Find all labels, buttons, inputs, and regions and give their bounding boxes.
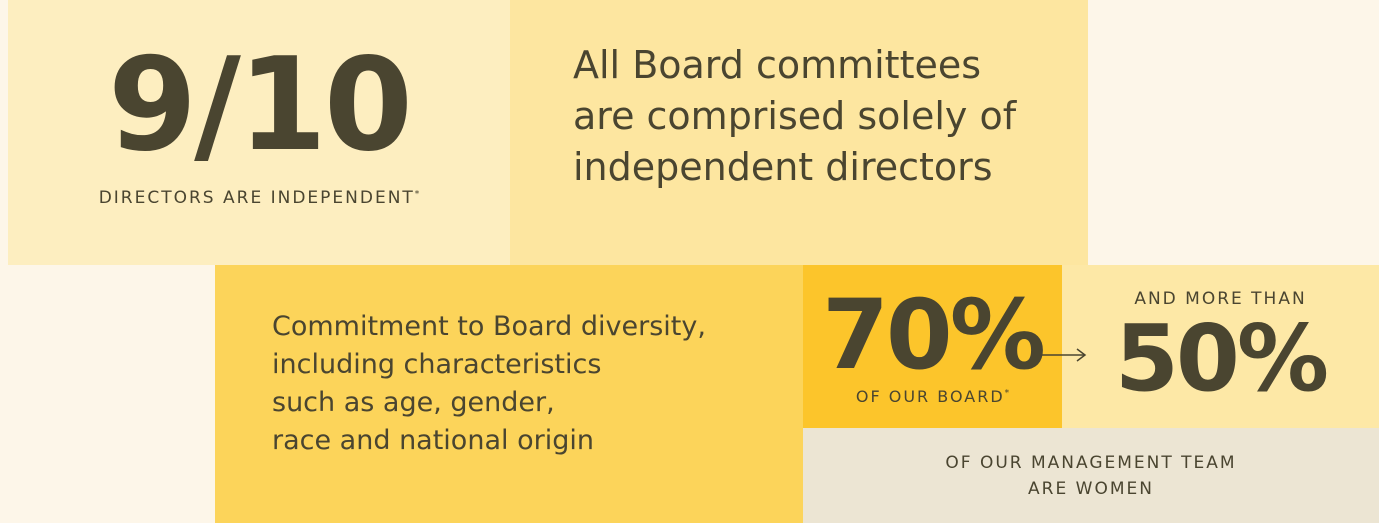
caption-line: OF OUR MANAGEMENT TEAM: [945, 453, 1237, 473]
text-line: including characteristics: [272, 349, 602, 380]
text-line: such as age, gender,: [272, 387, 555, 418]
caption-text: OF OUR BOARD: [855, 387, 1005, 406]
footnote-mark: *: [1004, 388, 1010, 399]
text-line: Commitment to Board diversity,: [272, 311, 706, 342]
diversity-panel: Commitment to Board diversity, including…: [215, 265, 803, 523]
arrow: [1040, 348, 1087, 362]
committees-panel: All Board committees are comprised solel…: [510, 0, 1088, 265]
board-women-panel: 70% OF OUR BOARD*: [803, 265, 1062, 428]
management-caption-panel: OF OUR MANAGEMENT TEAM ARE WOMEN: [803, 428, 1379, 523]
text-line: are comprised solely of: [573, 94, 1017, 138]
text-line: independent directors: [573, 145, 993, 189]
management-women-panel: AND MORE THAN 50%: [1062, 265, 1379, 428]
caption-line: ARE WOMEN: [1028, 479, 1154, 499]
lead: AND MORE THAN: [1134, 289, 1307, 309]
stat: 9/10: [108, 31, 413, 180]
stat: 50%: [1114, 305, 1329, 412]
stat: 70%: [822, 279, 1046, 391]
text-line: All Board committees: [573, 43, 982, 87]
caption: DIRECTORS ARE INDEPENDENT*: [8, 188, 510, 208]
footnote-mark: *: [414, 189, 420, 200]
caption-text: DIRECTORS ARE INDEPENDENT: [98, 188, 415, 208]
caption: OF OUR BOARD*: [803, 387, 1062, 406]
independence-panel: 9/10 DIRECTORS ARE INDEPENDENT*: [8, 0, 510, 265]
text-line: race and national origin: [272, 425, 594, 456]
